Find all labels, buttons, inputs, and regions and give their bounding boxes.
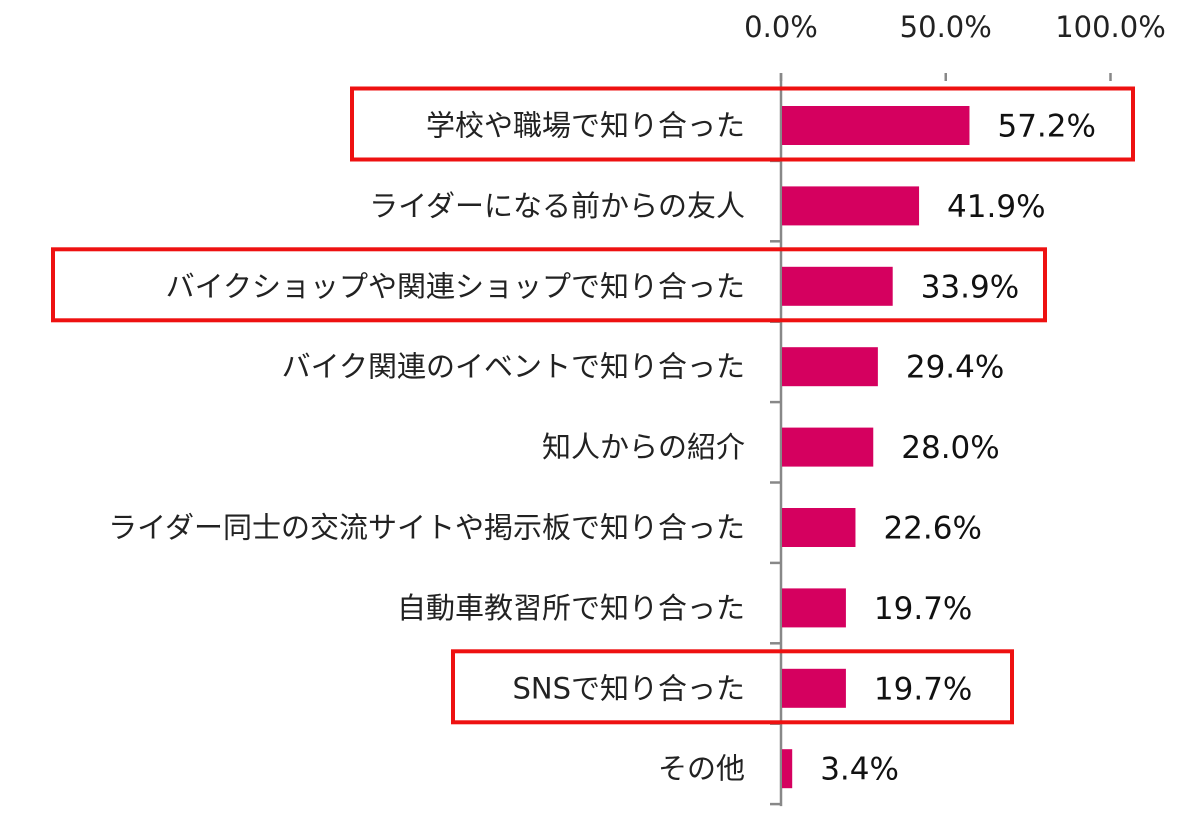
value-label: 19.7%: [874, 671, 972, 707]
bar: [782, 508, 856, 547]
category-label: バイクショップや関連ショップで知り合った: [166, 269, 745, 303]
bar: [782, 427, 874, 467]
x-tick-label: 0.0%: [744, 10, 818, 44]
category-label: SNSで知り合った: [512, 671, 745, 705]
value-label: 41.9%: [947, 189, 1045, 225]
highlight-box: [51, 247, 1047, 323]
value-label: 29.4%: [906, 350, 1004, 386]
bar: [782, 186, 920, 226]
bar: [782, 588, 846, 628]
bar: [782, 668, 846, 708]
category-label: 自動車教習所で知り合った: [397, 591, 745, 625]
value-label: 57.2%: [997, 109, 1095, 145]
x-tick-label: 50.0%: [900, 10, 992, 44]
highlight-box: [350, 86, 1135, 162]
category-label: バイク関連のイベントで知り合った: [282, 350, 745, 384]
value-label: 19.7%: [874, 591, 972, 627]
category-label: 知人からの紹介: [542, 430, 745, 464]
category-label: ライダーになる前からの友人: [369, 189, 745, 223]
bar: [782, 106, 970, 145]
value-label: 22.6%: [883, 511, 981, 547]
category-label: ライダー同士の交流サイトや掲示板で知り合った: [108, 511, 745, 545]
category-label: 学校や職場で知り合った: [426, 109, 745, 143]
bar: [782, 749, 793, 789]
bar: [782, 266, 893, 306]
highlight-box: [451, 649, 1014, 725]
value-label: 3.4%: [820, 752, 899, 788]
category-label: その他: [658, 752, 745, 786]
x-tick-label: 100.0%: [1055, 10, 1166, 44]
value-label: 28.0%: [901, 430, 999, 466]
value-label: 33.9%: [921, 269, 1019, 305]
bar: [782, 347, 878, 387]
